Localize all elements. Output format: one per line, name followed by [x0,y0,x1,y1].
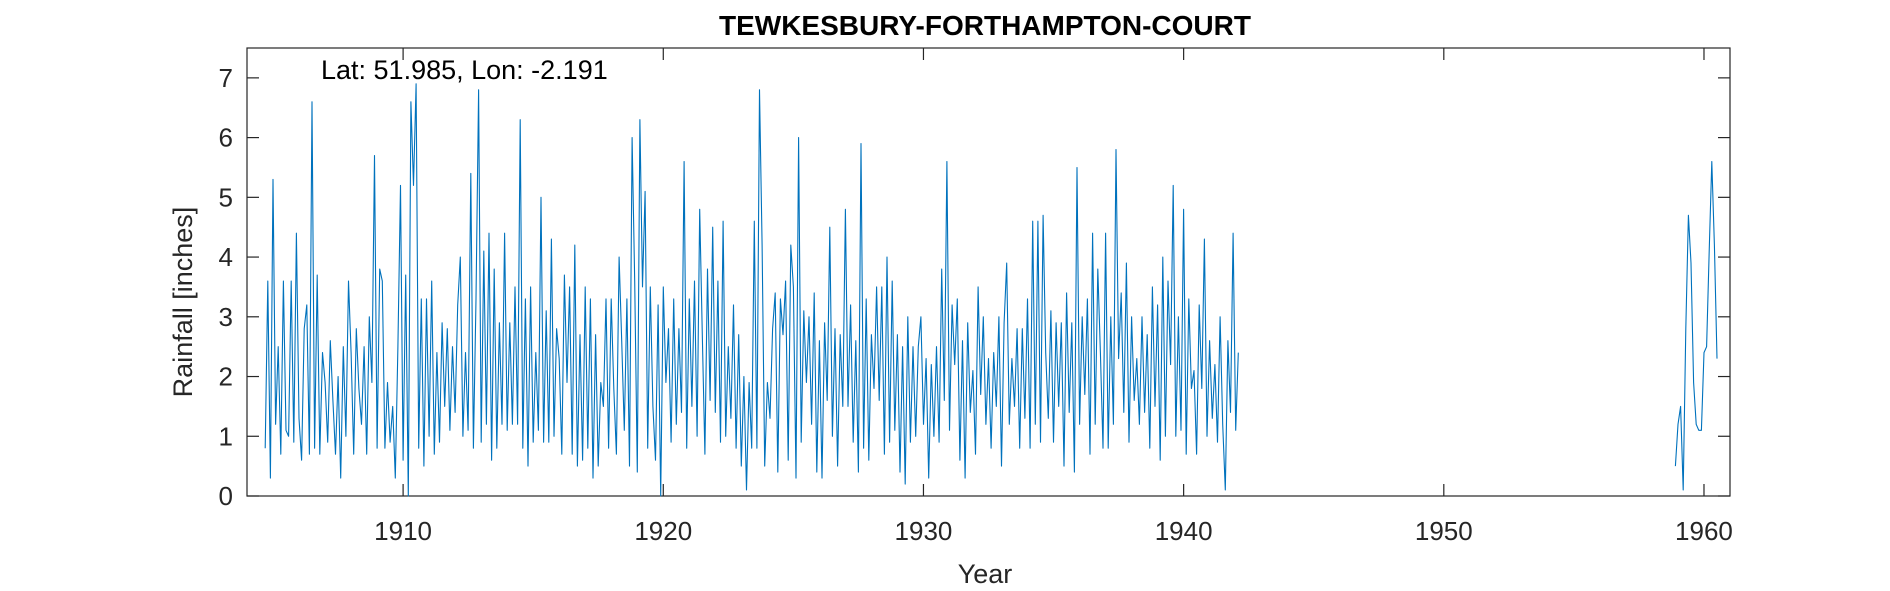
y-tick-label: 0 [219,481,233,511]
y-tick-label: 6 [219,123,233,153]
axes-box [246,47,1731,497]
rainfall-series-line-segment-2 [1674,160,1718,491]
rainfall-series-line-segment-1 [264,83,1239,497]
x-tick-label: 1950 [1415,516,1473,546]
chart-title: TEWKESBURY-FORTHAMPTON-COURT [719,10,1251,41]
x-tick-label: 1960 [1675,516,1733,546]
y-tick-label: 4 [219,242,233,272]
coordinates-annotation: Lat: 51.985, Lon: -2.191 [321,55,608,85]
plot-area [246,47,1731,497]
x-axis-label: Year [958,559,1013,589]
y-axis: 0 1 2 3 4 5 6 7 [219,63,1730,511]
y-axis-label: Rainfall [inches] [168,207,198,398]
y-tick-label: 1 [219,421,233,451]
x-tick-label: 1920 [634,516,692,546]
x-tick-label: 1930 [895,516,953,546]
y-tick-label: 3 [219,302,233,332]
x-tick-label: 1910 [374,516,432,546]
y-tick-label: 7 [219,63,233,93]
y-tick-label: 5 [219,182,233,212]
x-axis: 1910 1920 1930 1940 1950 1960 [374,48,1733,546]
y-tick-label: 2 [219,362,233,392]
x-tick-label: 1940 [1155,516,1213,546]
